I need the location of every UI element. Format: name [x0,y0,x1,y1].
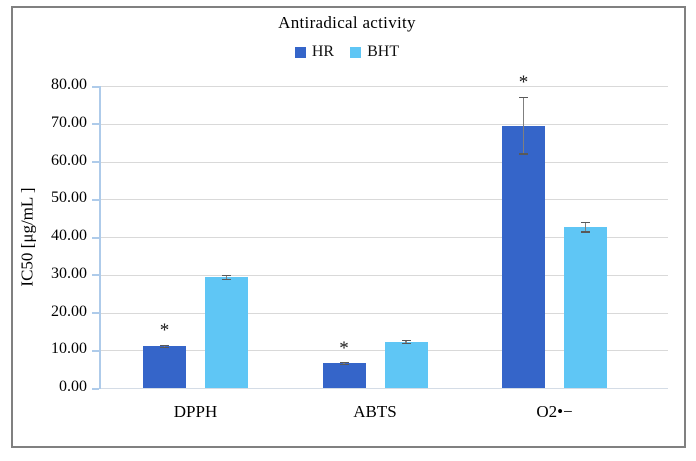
y-tick-mark [92,274,99,277]
significance-asterisk: * [518,72,529,94]
gridline [101,86,668,87]
legend-swatch-bht-icon [350,46,362,58]
gridline [101,199,668,201]
x-category-label: ABTS [353,402,397,421]
gridline [101,274,668,276]
error-bar-cap [222,278,231,281]
error-bar-line [343,362,345,365]
chart-title: Antiradical activity [278,13,416,32]
y-tick-label: 80.00 [51,76,87,93]
error-bar-cap [160,344,169,347]
gridline [101,312,668,314]
bar-bht-dpph [205,277,248,388]
y-tick-label: 0.00 [59,378,87,395]
error-bar-cap [581,221,590,224]
error-bar-cap [160,346,169,349]
y-tick-mark [92,312,99,314]
error-bar-cap [581,231,590,233]
legend-label-hr: HR [311,43,335,60]
y-tick-label: 50.00 [51,189,87,207]
error-bar-cap [339,361,349,364]
y-tick-label: 40.00 [51,227,87,244]
error-bar-cap [519,96,528,99]
bar-bht-abts [384,341,428,388]
y-tick-mark [92,161,99,163]
y-tick-label: 10.00 [51,340,87,358]
bar-hr-dpph [143,346,186,388]
x-axis-line [101,388,668,389]
y-tick-label: 20.00 [51,302,87,320]
y-tick-mark [92,85,99,88]
legend: HR BHT [12,43,682,61]
legend-label-bht: BHT [367,43,400,60]
y-axis-line [99,86,101,389]
legend-item-bht: BHT [350,43,399,61]
significance-asterisk: * [339,337,349,359]
bar-hr-abts [322,363,366,388]
error-bar-line [163,345,166,348]
error-bar-cap [401,342,411,345]
significance-asterisk: * [159,320,170,342]
y-tick-mark [92,349,99,352]
error-bar-cap [519,153,528,155]
error-bar-line [225,275,228,280]
error-bar-cap [339,363,349,366]
y-tick-label: 70.00 [51,113,87,131]
bar-bht-o2 [564,227,607,388]
gridline [101,237,668,238]
y-tick-mark [92,198,99,201]
gridline [101,161,668,163]
y-tick-mark [92,236,99,239]
gridline [101,123,668,125]
error-bar-cap [222,274,231,277]
y-tick-mark [92,387,99,390]
x-category-label: O2•− [536,402,573,421]
legend-swatch-hr-icon [294,46,306,58]
error-bar-line [405,340,407,344]
y-tick-mark [92,123,99,126]
y-tick-label: 30.00 [51,264,87,282]
error-bar-line [522,97,525,154]
error-bar-line [584,222,587,233]
x-category-label: DPPH [173,402,218,421]
error-bar-cap [401,339,411,342]
legend-item-hr: HR [294,43,335,61]
bar-hr-o2 [502,125,545,388]
y-tick-label: 60.00 [51,151,87,169]
